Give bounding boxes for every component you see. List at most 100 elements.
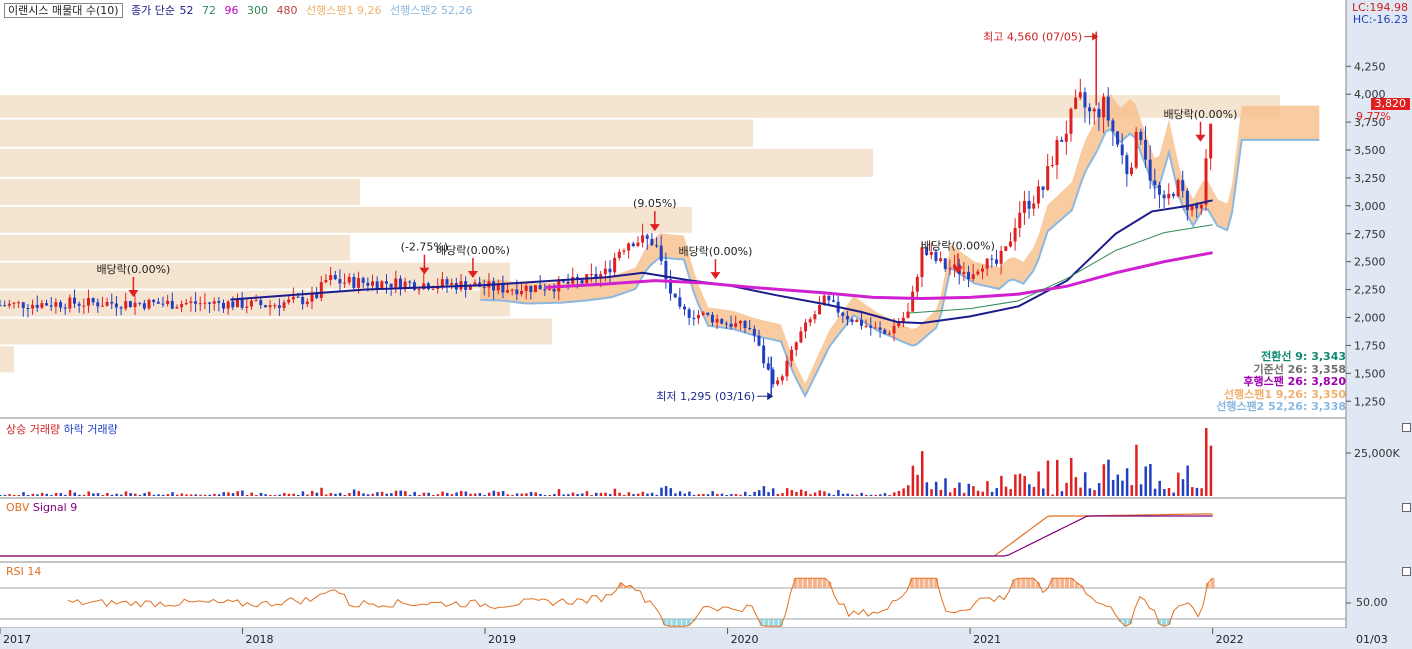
candle-body — [1134, 131, 1138, 168]
event-arrow-head — [128, 289, 139, 297]
candle-body — [994, 259, 998, 264]
candle-body — [1088, 107, 1092, 112]
volume-bar — [269, 494, 272, 496]
volume-bar — [664, 486, 668, 496]
candle-body — [1204, 158, 1208, 205]
volume-bar — [771, 488, 775, 496]
volume-bar — [916, 474, 919, 496]
candle-body — [492, 281, 496, 291]
candle-body — [953, 264, 957, 269]
candle-body — [496, 283, 500, 291]
volume-bar — [483, 495, 486, 496]
ma-72-line — [909, 224, 1213, 314]
volume-bar — [976, 490, 980, 496]
volume-bar — [799, 489, 803, 496]
volume-bar — [213, 493, 216, 496]
volume-bar — [1186, 465, 1189, 496]
volume-bar — [958, 482, 961, 496]
volume-bar — [1028, 484, 1031, 496]
volume-pane-toggle[interactable] — [1402, 423, 1411, 432]
volume-bar — [1069, 457, 1073, 496]
candle-body — [412, 282, 416, 290]
volume-bar — [674, 493, 677, 496]
volume-bar — [92, 493, 95, 496]
volume-bar — [1088, 488, 1092, 496]
volume-bar — [585, 491, 589, 496]
volume-bar — [1000, 475, 1003, 496]
chart-legend: 이랜시스 매물대 수(10) 종가 단순 52 72 96 300 480 선행… — [4, 2, 477, 18]
rsi-oversold-fill — [681, 619, 686, 627]
volume-bar — [1172, 492, 1175, 496]
candle-body — [338, 279, 342, 284]
candle-body — [1167, 193, 1171, 199]
volume-bar — [366, 494, 370, 496]
volume-bar — [762, 486, 766, 496]
candle-body — [175, 307, 179, 309]
low-note: 최저 1,295 (03/16) — [656, 390, 755, 403]
rsi-pane-toggle[interactable] — [1402, 567, 1411, 576]
volume-bar — [26, 495, 30, 496]
volume-bar — [818, 490, 822, 496]
volume-bar — [846, 493, 849, 496]
volume-bar — [1191, 487, 1194, 496]
candle-body — [799, 331, 803, 343]
candle-body — [282, 302, 286, 308]
candle-body — [77, 303, 81, 306]
event-label: 배당락(0.00%) — [678, 245, 752, 258]
candle-body — [664, 261, 668, 280]
candle-body — [696, 314, 700, 319]
candle-body — [883, 330, 887, 334]
candle-body — [1097, 108, 1101, 118]
candle-body — [189, 301, 193, 304]
event-label: 배당락(0.00%) — [96, 263, 170, 276]
volume-bar — [911, 465, 915, 496]
volume-bar — [697, 494, 700, 496]
event-label: 배당락(0.00%) — [436, 244, 510, 257]
candle-body — [263, 305, 267, 308]
candle-body — [194, 301, 198, 304]
candle-body — [1199, 204, 1203, 209]
candle-body — [538, 285, 542, 290]
volume-bar — [464, 491, 468, 496]
volume-bar — [473, 493, 477, 496]
rsi-overbought-fill — [803, 578, 808, 588]
candle-body — [818, 304, 822, 315]
candle-body — [1055, 139, 1059, 166]
volume-bar — [902, 488, 905, 496]
candle-body — [1018, 212, 1022, 228]
ma-52-line — [230, 199, 1213, 325]
candle-body — [1064, 133, 1068, 142]
stock-title[interactable]: 이랜시스 매물대 수(10) — [4, 3, 123, 18]
volume-bar — [87, 491, 90, 496]
candle-body — [845, 315, 849, 320]
x-tick-label: 2020 — [731, 633, 759, 646]
rsi-overbought-fill — [929, 578, 934, 588]
candle-body — [1176, 180, 1180, 197]
candle-body — [384, 281, 388, 284]
volume-bar — [655, 494, 659, 496]
candle-body — [86, 297, 90, 306]
candle-body — [808, 319, 812, 323]
candle-body — [394, 278, 398, 288]
candle-body — [1120, 144, 1124, 156]
candle-body — [506, 290, 510, 293]
y-tick-label: 3,250 — [1354, 172, 1386, 185]
y-tick-label: 2,250 — [1354, 284, 1386, 297]
candle-body — [1116, 131, 1120, 145]
volume-bar — [497, 491, 500, 496]
candle-body — [1148, 159, 1152, 181]
candle-body — [859, 319, 863, 326]
event-arrow-head — [649, 224, 660, 232]
obv-pane-toggle[interactable] — [1402, 503, 1411, 512]
volume-bar — [967, 483, 971, 496]
volume-bar — [310, 490, 314, 496]
volume-bar — [278, 494, 281, 496]
candle-body — [180, 304, 184, 308]
candle-body — [939, 258, 943, 261]
candle-body — [49, 305, 53, 307]
volume-bar — [939, 489, 943, 496]
candle-body — [901, 317, 905, 323]
volume-bar — [469, 493, 472, 496]
candle-body — [110, 301, 114, 304]
